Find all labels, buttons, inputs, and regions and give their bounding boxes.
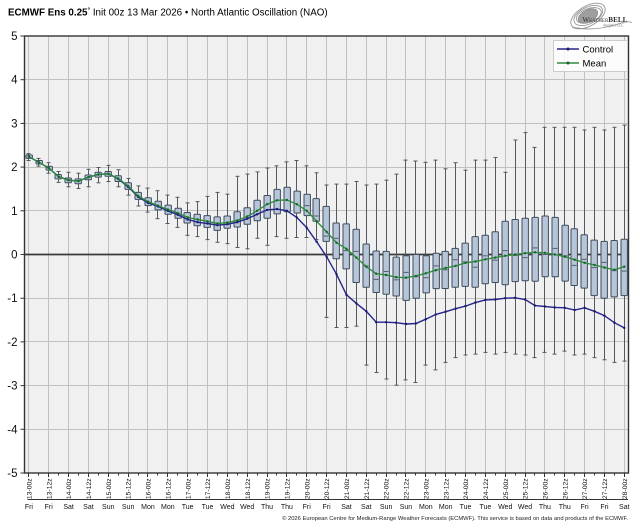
svg-text:0: 0 [11, 250, 17, 262]
svg-text:15-12z: 15-12z [126, 478, 133, 499]
svg-text:Sat: Sat [341, 504, 352, 511]
svg-text:17-00z: 17-00z [185, 478, 192, 499]
svg-text:-5: -5 [7, 468, 17, 480]
svg-text:Thu: Thu [559, 504, 571, 511]
svg-text:2: 2 [11, 162, 17, 174]
svg-text:22-12z: 22-12z [404, 478, 411, 499]
svg-text:23-12z: 23-12z [443, 478, 450, 499]
svg-text:ECMWF Ens 0.25° Init 00z 13 Ma: ECMWF Ens 0.25° Init 00z 13 Mar 2026 • N… [8, 6, 328, 19]
svg-text:Thu: Thu [261, 504, 273, 511]
svg-text:Tue: Tue [460, 504, 472, 511]
svg-text:1: 1 [11, 206, 17, 218]
svg-text:WEATHERBELL: WEATHERBELL [583, 16, 628, 24]
svg-text:26-12z: 26-12z [562, 478, 569, 499]
svg-text:22-00z: 22-00z [384, 478, 391, 499]
svg-text:Control: Control [583, 45, 614, 56]
svg-text:-2: -2 [7, 337, 17, 349]
svg-text:25-00z: 25-00z [503, 478, 510, 499]
svg-text:19-00z: 19-00z [265, 478, 272, 499]
svg-text:Tue: Tue [182, 504, 194, 511]
svg-text:Fri: Fri [303, 504, 312, 511]
svg-text:Sat: Sat [361, 504, 372, 511]
svg-text:21-12z: 21-12z [364, 478, 371, 499]
svg-text:18-00z: 18-00z [225, 478, 232, 499]
svg-text:23-00z: 23-00z [423, 478, 430, 499]
svg-text:Fri: Fri [45, 504, 54, 511]
svg-text:Mean: Mean [583, 59, 607, 70]
svg-text:21-00z: 21-00z [344, 478, 351, 499]
svg-text:20-00z: 20-00z [304, 478, 311, 499]
svg-text:Wed: Wed [220, 504, 234, 511]
svg-text:3: 3 [11, 118, 17, 130]
svg-text:Sun: Sun [400, 504, 413, 511]
svg-text:Fri: Fri [25, 504, 34, 511]
svg-text:24-12z: 24-12z [483, 478, 490, 499]
svg-text:18-12z: 18-12z [245, 478, 252, 499]
svg-text:Sat: Sat [619, 504, 630, 511]
svg-text:25-12z: 25-12z [523, 478, 530, 499]
svg-text:-1: -1 [7, 293, 17, 305]
svg-text:4: 4 [11, 75, 18, 87]
svg-text:Mon: Mon [141, 504, 155, 511]
svg-text:Sat: Sat [83, 504, 94, 511]
svg-text:Fri: Fri [600, 504, 609, 511]
svg-text:Wed: Wed [518, 504, 532, 511]
svg-text:-4: -4 [7, 424, 18, 436]
svg-text:20-12z: 20-12z [324, 478, 331, 499]
svg-text:13-00z: 13-00z [27, 478, 34, 499]
svg-text:27-00z: 27-00z [582, 478, 589, 499]
svg-text:19-12z: 19-12z [285, 478, 292, 499]
svg-text:Analytics LLC: Analytics LLC [602, 24, 624, 28]
svg-text:28-00z: 28-00z [622, 478, 629, 499]
svg-text:Thu: Thu [539, 504, 551, 511]
svg-text:14-12z: 14-12z [86, 478, 93, 499]
svg-text:26-00z: 26-00z [543, 478, 550, 499]
svg-text:Fri: Fri [323, 504, 332, 511]
svg-text:Sun: Sun [380, 504, 393, 511]
svg-text:Mon: Mon [419, 504, 433, 511]
svg-text:Sat: Sat [63, 504, 74, 511]
svg-text:Tue: Tue [479, 504, 491, 511]
svg-text:Fri: Fri [581, 504, 590, 511]
svg-text:14-00z: 14-00z [66, 478, 73, 499]
svg-text:13-12z: 13-12z [46, 478, 53, 499]
svg-text:5: 5 [11, 31, 17, 43]
svg-text:Sun: Sun [102, 504, 115, 511]
svg-text:© 2026 European Centre for Med: © 2026 European Centre for Medium-Range … [282, 515, 628, 522]
svg-text:Sun: Sun [122, 504, 135, 511]
svg-text:Tue: Tue [202, 504, 214, 511]
svg-text:Wed: Wed [240, 504, 254, 511]
svg-text:16-12z: 16-12z [165, 478, 172, 499]
svg-text:16-00z: 16-00z [146, 478, 153, 499]
svg-text:Thu: Thu [281, 504, 293, 511]
svg-text:Mon: Mon [439, 504, 453, 511]
svg-text:Mon: Mon [161, 504, 175, 511]
svg-text:-3: -3 [7, 381, 17, 393]
svg-text:15-00z: 15-00z [106, 478, 113, 499]
svg-text:Wed: Wed [498, 504, 512, 511]
svg-text:17-12z: 17-12z [205, 478, 212, 499]
svg-text:27-12z: 27-12z [602, 478, 609, 499]
svg-text:24-00z: 24-00z [463, 478, 470, 499]
